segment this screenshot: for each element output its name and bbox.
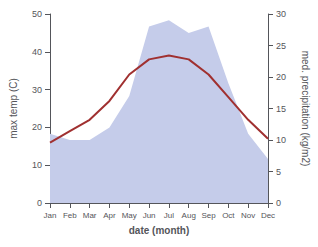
svg-text:date (month): date (month) — [129, 225, 190, 236]
svg-text:Oct: Oct — [222, 211, 235, 220]
svg-text:40: 40 — [32, 47, 42, 57]
svg-text:20: 20 — [32, 122, 42, 132]
svg-text:5: 5 — [276, 167, 281, 177]
svg-text:0: 0 — [276, 198, 281, 208]
svg-text:May: May — [122, 211, 137, 220]
svg-text:10: 10 — [32, 160, 42, 170]
svg-text:Jun: Jun — [143, 211, 156, 220]
svg-text:Mar: Mar — [83, 211, 97, 220]
svg-text:Aug: Aug — [182, 211, 196, 220]
svg-text:15: 15 — [276, 104, 286, 114]
svg-text:10: 10 — [276, 135, 286, 145]
svg-text:Apr: Apr — [103, 211, 116, 220]
svg-text:Jan: Jan — [44, 211, 57, 220]
svg-text:med. precipitation (kg/m2): med. precipitation (kg/m2) — [300, 51, 311, 167]
svg-text:max temp (C): max temp (C) — [8, 78, 19, 139]
svg-text:25: 25 — [276, 41, 286, 51]
svg-text:Jul: Jul — [164, 211, 174, 220]
svg-text:20: 20 — [276, 72, 286, 82]
svg-text:0: 0 — [37, 198, 42, 208]
svg-text:50: 50 — [32, 9, 42, 19]
svg-text:Feb: Feb — [63, 211, 77, 220]
svg-text:30: 30 — [276, 9, 286, 19]
svg-text:Sep: Sep — [201, 211, 216, 220]
svg-text:Nov: Nov — [241, 211, 255, 220]
svg-text:Dec: Dec — [261, 211, 275, 220]
svg-text:30: 30 — [32, 85, 42, 95]
